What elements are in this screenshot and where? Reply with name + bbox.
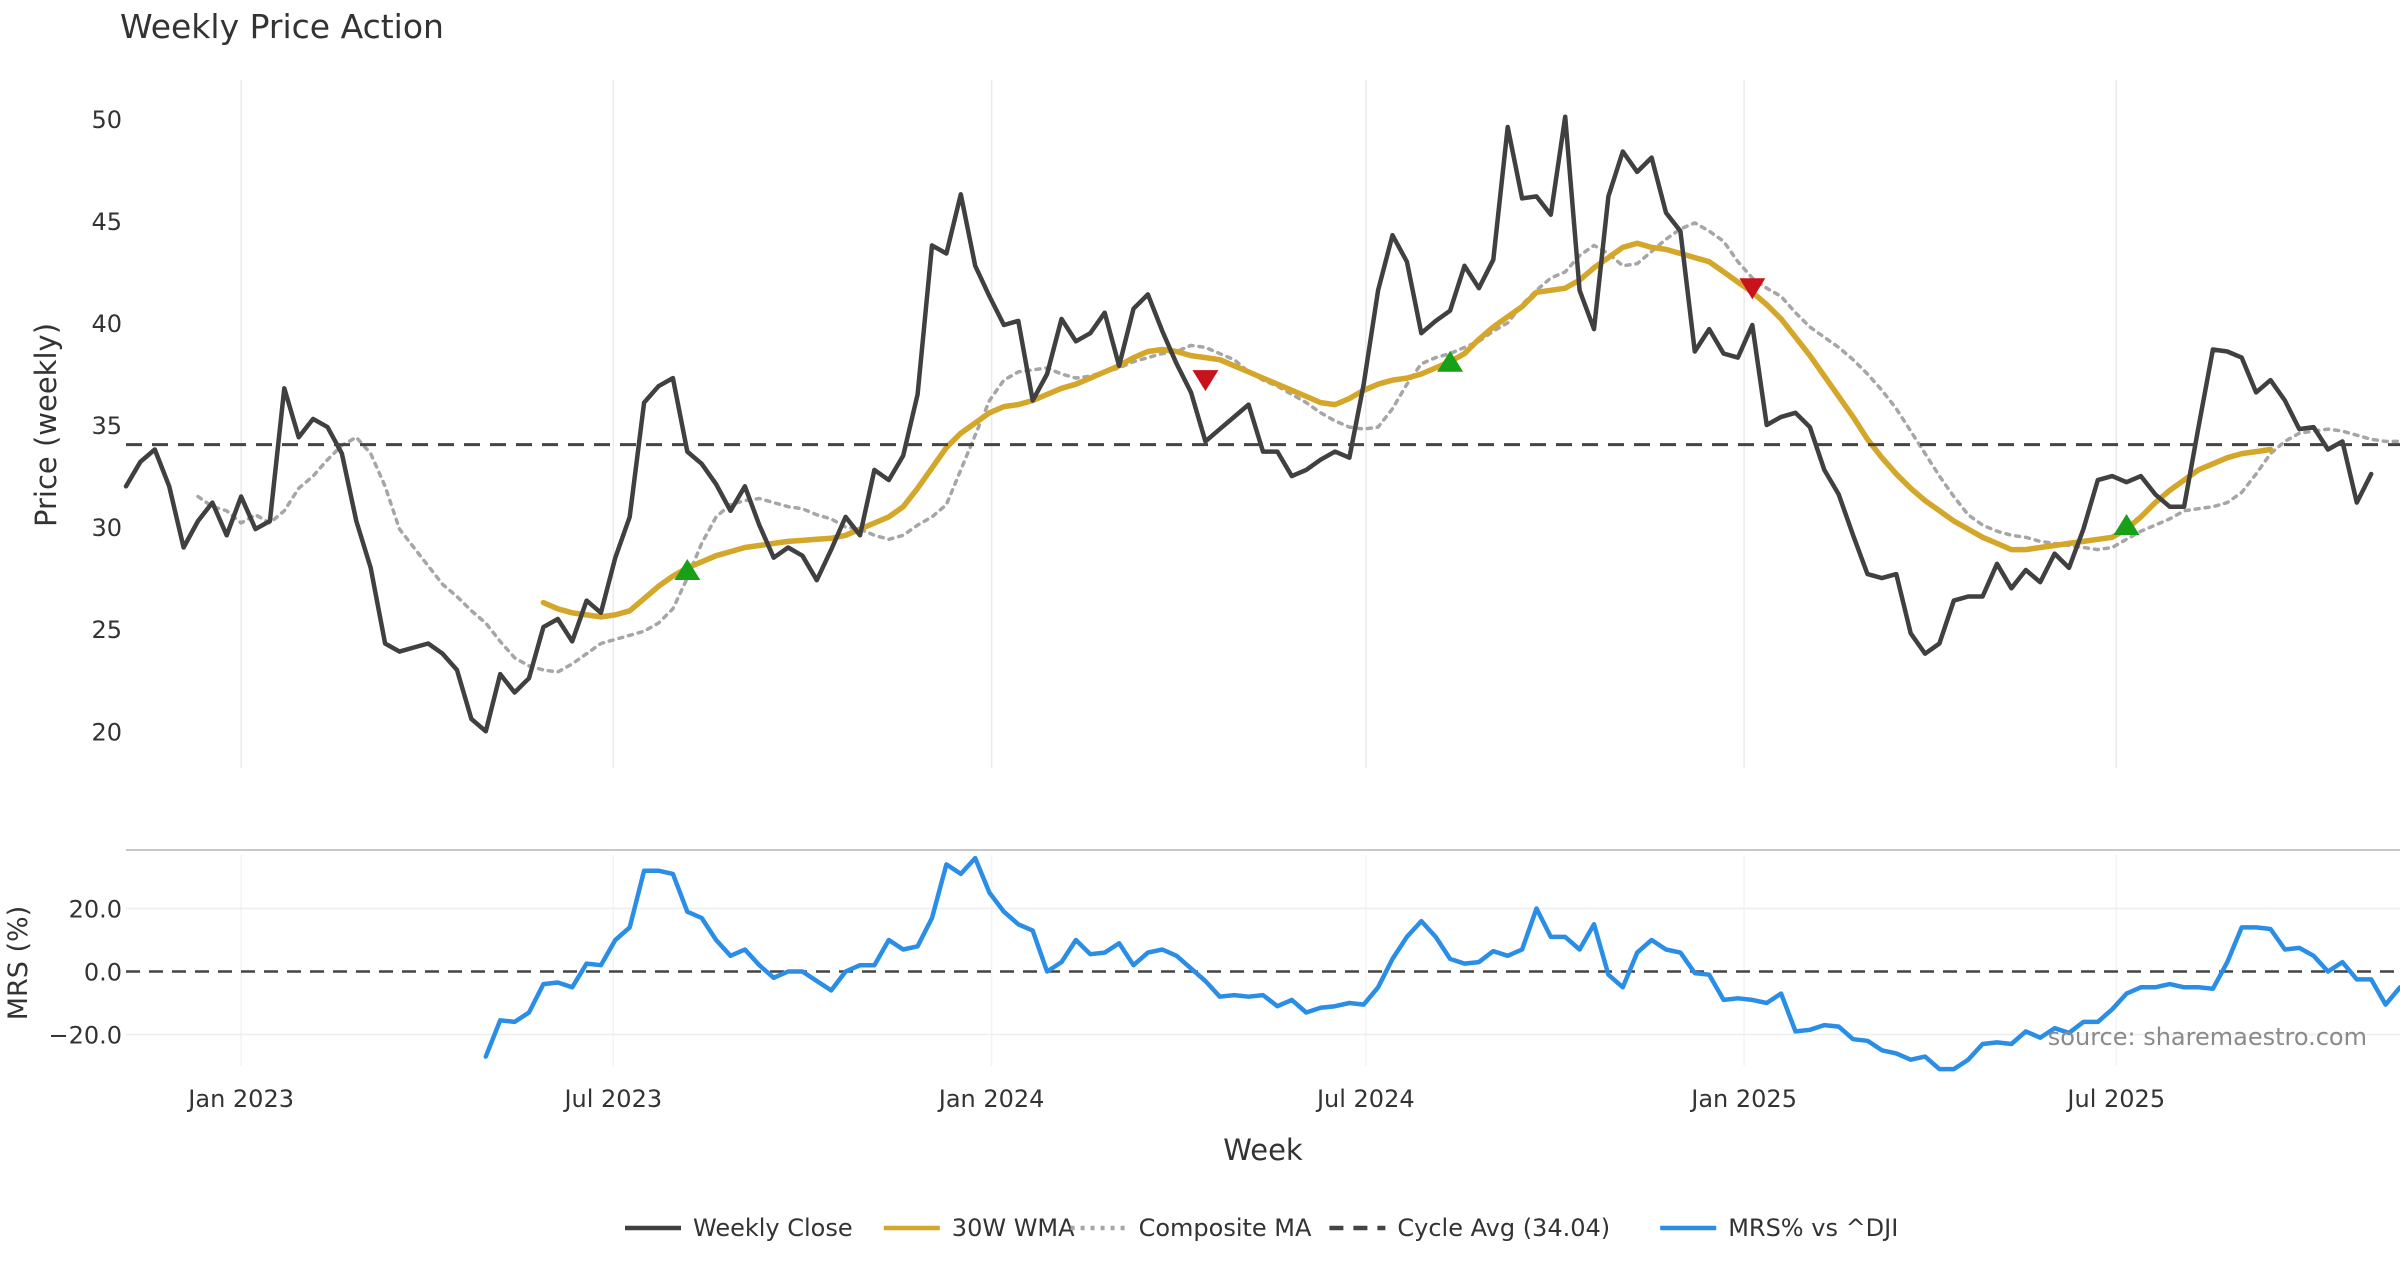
legend-label: 30W WMA	[952, 1214, 1075, 1242]
chart-title: Weekly Price Action	[120, 7, 444, 46]
mrs-y-tick-label: 0.0	[84, 959, 122, 987]
x-tick-label: Jan 2024	[937, 1085, 1045, 1113]
series-mrs	[483, 855, 2400, 1072]
series-weekly-close	[123, 114, 2374, 734]
price-y-tick-label: 50	[91, 106, 122, 134]
series-layer	[123, 114, 2400, 1072]
series-30w-wma	[540, 240, 2274, 620]
legend-label: Cycle Avg (34.04)	[1397, 1214, 1610, 1242]
x-tick-label: Jan 2023	[186, 1085, 294, 1113]
buy-signal-marker	[2113, 514, 2140, 536]
price-y-tick-label: 20	[91, 718, 122, 746]
x-tick-label: Jul 2024	[1315, 1085, 1415, 1113]
mrs-y-axis-label: MRS (%)	[3, 906, 34, 1021]
axis-layer: Jan 2023 Jul 2023 Jan 2024 Jul 2024 Jan 2025…	[48, 106, 2165, 1113]
mrs-y-tick-label: −20.0	[48, 1022, 122, 1050]
sell-signal-marker	[1192, 370, 1219, 392]
buy-signal-marker	[674, 558, 701, 580]
mrs-y-tick-label: 20.0	[69, 896, 122, 924]
x-tick-label: Jul 2023	[562, 1085, 662, 1113]
buy-signal-marker	[1437, 350, 1464, 372]
x-tick-label: Jul 2025	[2065, 1085, 2165, 1113]
x-axis-label: Week	[1223, 1133, 1303, 1167]
legend-label: MRS% vs ^DJI	[1728, 1214, 1898, 1242]
price-y-tick-label: 25	[91, 616, 122, 644]
price-y-tick-label: 45	[91, 208, 122, 236]
series-composite-ma	[196, 221, 2400, 674]
legend-label: Composite MA	[1139, 1214, 1312, 1242]
sell-signal-marker	[1739, 278, 1766, 300]
price-y-tick-label: 35	[91, 412, 122, 440]
price-y-tick-label: 30	[91, 514, 122, 542]
price-y-axis-label: Price (weekly)	[29, 323, 63, 527]
legend: Weekly Close 30W WMA Composite MA Cycle Avg…	[625, 1214, 1898, 1242]
grid-layer	[126, 80, 2400, 1066]
legend-label: Weekly Close	[693, 1214, 853, 1242]
source-text: source: sharemaestro.com	[2048, 1023, 2367, 1051]
x-tick-label: Jan 2025	[1689, 1085, 1797, 1113]
price-y-tick-label: 40	[91, 310, 122, 338]
